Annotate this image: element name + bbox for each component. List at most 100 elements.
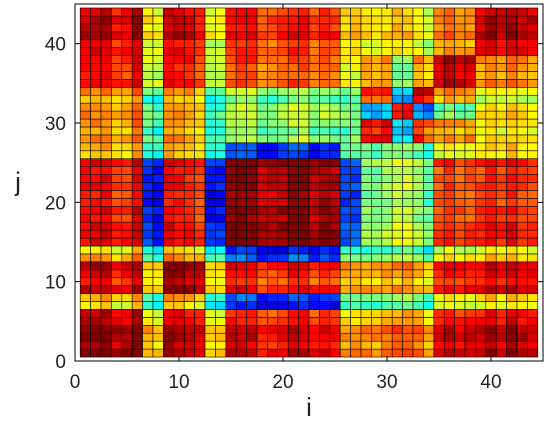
heatmap-cell — [194, 118, 206, 128]
heatmap-cell — [464, 166, 476, 175]
heatmap-cell — [131, 55, 143, 64]
heatmap-cell — [131, 269, 143, 278]
heatmap-cell — [79, 190, 91, 199]
heatmap-cell — [111, 301, 123, 310]
heatmap-cell — [339, 150, 351, 160]
heatmap-cell — [287, 158, 299, 167]
heatmap-cell — [215, 47, 227, 56]
heatmap-cell — [495, 126, 507, 136]
heatmap-cell — [423, 190, 435, 199]
heatmap-cell — [215, 71, 227, 80]
heatmap-cell — [443, 261, 455, 271]
heatmap-cell — [506, 15, 518, 25]
y-tick-label: 30 — [45, 114, 66, 135]
heatmap-cell — [152, 229, 164, 239]
heatmap-cell — [183, 229, 195, 239]
heatmap-cell — [100, 134, 112, 144]
heatmap-cell — [79, 277, 91, 286]
heatmap-cell — [391, 206, 403, 215]
heatmap-cell — [183, 317, 195, 326]
heatmap-cell — [329, 182, 341, 191]
heatmap-cell — [173, 7, 185, 17]
heatmap-cell — [215, 301, 227, 310]
heatmap-cell — [433, 221, 445, 231]
heatmap-cell — [433, 134, 445, 144]
heatmap-cell — [350, 142, 362, 152]
heatmap-cell — [527, 348, 539, 358]
y-axis-label: j — [14, 167, 21, 197]
heatmap-cell — [391, 277, 403, 286]
heatmap-cell — [235, 47, 247, 56]
heatmap-cell — [173, 142, 185, 152]
heatmap-cell — [298, 47, 310, 56]
heatmap-cell — [464, 94, 476, 104]
heatmap-cell — [287, 182, 299, 191]
heatmap-cell — [152, 285, 164, 294]
heatmap-cell — [235, 293, 247, 302]
heatmap-cell — [402, 174, 414, 183]
heatmap-cell — [495, 198, 507, 207]
heatmap-cell — [391, 63, 403, 72]
heatmap-cell — [287, 94, 299, 104]
heatmap-cell — [308, 142, 320, 152]
heatmap-cell — [412, 63, 424, 72]
heatmap-cell — [506, 293, 518, 302]
heatmap-cell — [433, 110, 445, 120]
heatmap-cell — [173, 293, 185, 302]
heatmap-cell — [506, 332, 518, 342]
heatmap-cell — [495, 269, 507, 278]
heatmap-cell — [464, 79, 476, 88]
heatmap-cell — [215, 94, 227, 104]
heatmap-cell — [183, 126, 195, 136]
heatmap-cell — [485, 15, 497, 25]
heatmap-cell — [412, 332, 424, 342]
heatmap-cell — [173, 190, 185, 199]
heatmap-cell — [527, 245, 539, 255]
heatmap-cell — [121, 269, 133, 278]
heatmap-cell — [475, 237, 487, 247]
heatmap-cell — [443, 23, 455, 33]
heatmap-cell — [90, 309, 102, 318]
heatmap-cell — [194, 206, 206, 215]
heatmap-cell — [433, 332, 445, 342]
heatmap-cell — [142, 15, 154, 25]
heatmap-cell — [506, 182, 518, 191]
heatmap-cell — [485, 269, 497, 278]
heatmap-cell — [277, 309, 289, 318]
heatmap-cell — [183, 166, 195, 175]
heatmap-cell — [381, 213, 393, 223]
heatmap-cell — [225, 332, 237, 342]
heatmap-cell — [516, 285, 528, 294]
heatmap-cell — [381, 332, 393, 342]
heatmap-cell — [527, 94, 539, 104]
heatmap-cell — [277, 166, 289, 175]
heatmap-cell — [412, 134, 424, 144]
heatmap-cell — [152, 166, 164, 175]
heatmap-cell — [339, 213, 351, 223]
heatmap-cell — [371, 206, 383, 215]
heatmap-cell — [329, 142, 341, 152]
heatmap-cell — [142, 142, 154, 152]
heatmap-cell — [121, 301, 133, 310]
heatmap-cell — [246, 63, 258, 72]
heatmap-cell — [298, 206, 310, 215]
heatmap-cell — [79, 166, 91, 175]
heatmap-cell — [246, 261, 258, 271]
heatmap-cell — [371, 55, 383, 64]
heatmap-cell — [339, 245, 351, 255]
heatmap-cell — [287, 245, 299, 255]
heatmap-cell — [527, 198, 539, 207]
heatmap-cell — [412, 182, 424, 191]
heatmap-cell — [100, 332, 112, 342]
heatmap-cell — [319, 340, 331, 350]
heatmap-cell — [329, 134, 341, 144]
heatmap-cell — [350, 198, 362, 207]
heatmap-cell — [163, 31, 175, 41]
heatmap-cell — [215, 206, 227, 215]
heatmap-cell — [308, 261, 320, 271]
heatmap-cell — [298, 293, 310, 302]
heatmap-cell — [204, 324, 216, 334]
heatmap-cell — [90, 317, 102, 326]
heatmap-cell — [485, 87, 497, 96]
heatmap-cell — [131, 174, 143, 183]
